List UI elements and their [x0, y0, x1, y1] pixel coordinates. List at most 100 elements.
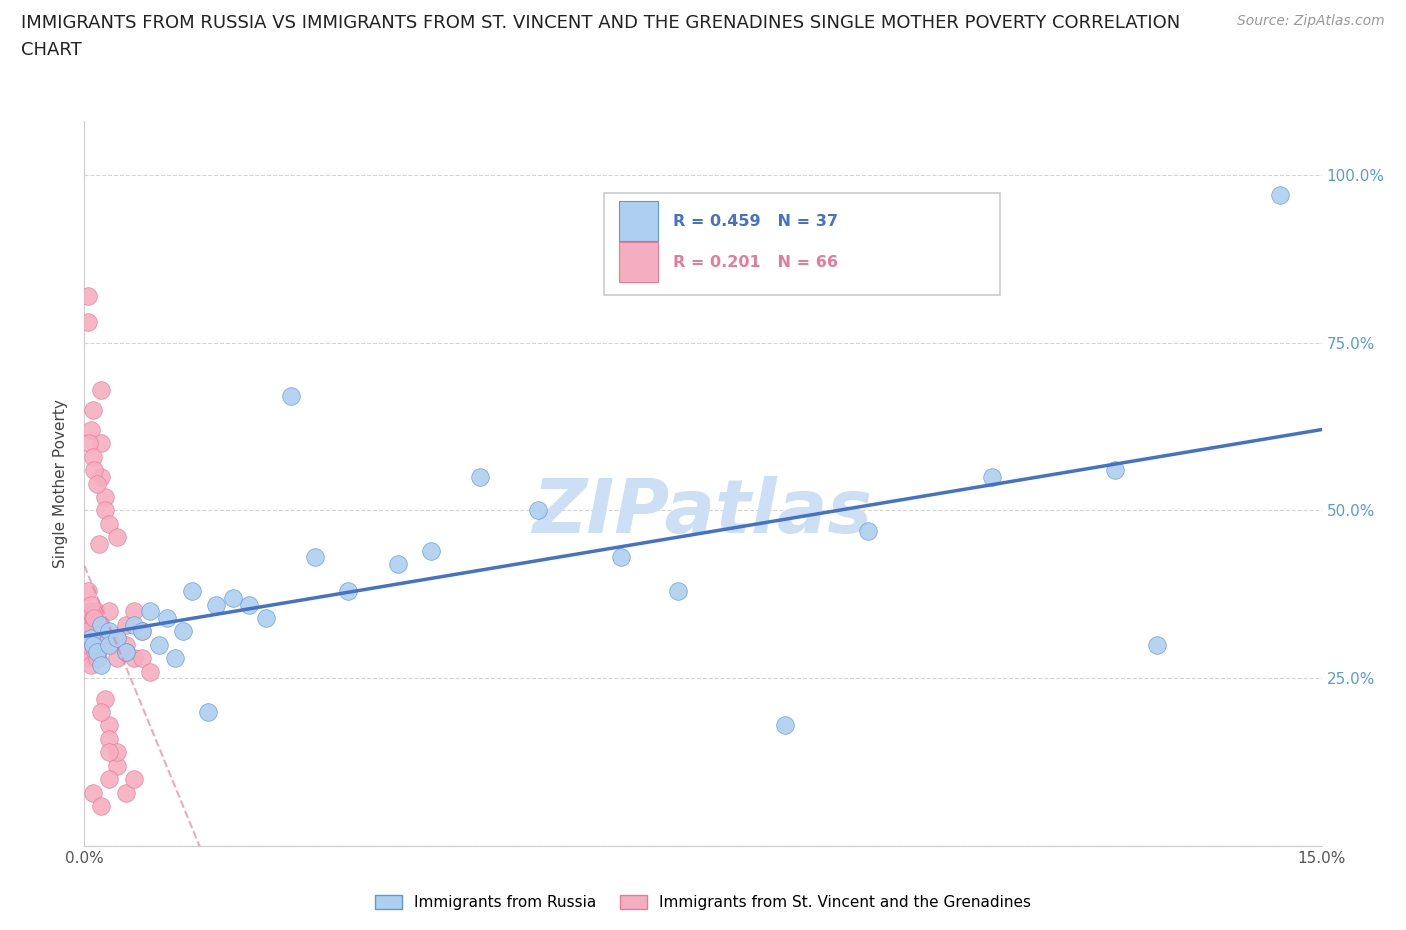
Point — [131, 624, 153, 639]
Point — [94, 489, 117, 504]
Point — [165, 651, 187, 666]
Point — [98, 631, 121, 645]
Point — [80, 658, 103, 672]
Point — [90, 382, 112, 397]
Point — [90, 637, 112, 652]
Point — [91, 624, 114, 639]
Text: Source: ZipAtlas.com: Source: ZipAtlas.com — [1237, 14, 1385, 28]
Point — [105, 758, 128, 773]
Point — [280, 389, 302, 404]
Point — [79, 604, 101, 618]
Point — [94, 691, 117, 706]
Point — [82, 618, 104, 632]
Point — [197, 705, 219, 720]
Point — [105, 631, 128, 645]
Point — [90, 799, 112, 814]
Point — [90, 637, 112, 652]
Text: R = 0.201   N = 66: R = 0.201 N = 66 — [673, 255, 838, 270]
Point — [180, 584, 202, 599]
Point — [775, 718, 797, 733]
Point — [609, 550, 631, 565]
Point — [77, 288, 100, 303]
Point — [82, 637, 104, 652]
Point — [205, 597, 228, 612]
FancyBboxPatch shape — [605, 193, 1000, 295]
Point — [470, 470, 492, 485]
Point — [114, 637, 136, 652]
Point — [86, 651, 108, 666]
Point — [337, 584, 360, 599]
Point — [84, 604, 107, 618]
FancyBboxPatch shape — [619, 201, 658, 241]
Point — [80, 422, 103, 437]
Point — [90, 618, 112, 632]
Point — [82, 610, 104, 625]
Point — [77, 618, 100, 632]
Point — [105, 530, 128, 545]
Point — [131, 651, 153, 666]
Point — [254, 610, 277, 625]
Point — [76, 315, 98, 330]
Point — [98, 745, 121, 760]
Point — [90, 470, 112, 485]
Point — [86, 651, 108, 666]
Point — [98, 718, 121, 733]
Point — [98, 637, 121, 652]
Point — [90, 658, 112, 672]
Point — [122, 618, 145, 632]
Point — [304, 550, 326, 565]
Text: CHART: CHART — [21, 41, 82, 59]
Point — [77, 584, 100, 599]
Point — [1104, 463, 1126, 478]
Point — [105, 651, 128, 666]
Point — [98, 516, 121, 531]
Point — [80, 624, 103, 639]
Point — [172, 624, 194, 639]
Point — [86, 631, 108, 645]
Point — [82, 637, 104, 652]
Point — [86, 644, 108, 659]
Point — [83, 463, 105, 478]
Point — [114, 644, 136, 659]
Point — [94, 503, 117, 518]
Point — [103, 637, 125, 652]
Point — [83, 610, 105, 625]
Point — [139, 604, 162, 618]
Text: IMMIGRANTS FROM RUSSIA VS IMMIGRANTS FROM ST. VINCENT AND THE GRENADINES SINGLE : IMMIGRANTS FROM RUSSIA VS IMMIGRANTS FRO… — [21, 14, 1181, 32]
Point — [80, 631, 103, 645]
Y-axis label: Single Mother Poverty: Single Mother Poverty — [53, 399, 69, 568]
Point — [419, 543, 441, 558]
Point — [80, 597, 103, 612]
Point — [1270, 187, 1292, 202]
Point — [114, 618, 136, 632]
Point — [98, 624, 121, 639]
Point — [89, 537, 111, 551]
Point — [387, 557, 409, 572]
Point — [76, 644, 98, 659]
Point — [79, 436, 101, 451]
Point — [105, 745, 128, 760]
Point — [82, 403, 104, 418]
FancyBboxPatch shape — [619, 243, 658, 283]
Point — [76, 631, 98, 645]
Point — [90, 436, 112, 451]
Point — [980, 470, 1002, 485]
Point — [98, 772, 121, 787]
Point — [114, 785, 136, 800]
Point — [76, 624, 98, 639]
Point — [86, 476, 108, 491]
Legend: Immigrants from Russia, Immigrants from St. Vincent and the Grenadines: Immigrants from Russia, Immigrants from … — [367, 887, 1039, 918]
Point — [98, 604, 121, 618]
Point — [527, 503, 550, 518]
Point — [222, 591, 245, 605]
Point — [122, 604, 145, 618]
Point — [856, 524, 879, 538]
Point — [87, 618, 110, 632]
Point — [114, 644, 136, 659]
Point — [105, 631, 128, 645]
Point — [148, 637, 170, 652]
Point — [139, 664, 162, 679]
Point — [122, 772, 145, 787]
Point — [666, 584, 689, 599]
Point — [156, 610, 179, 625]
